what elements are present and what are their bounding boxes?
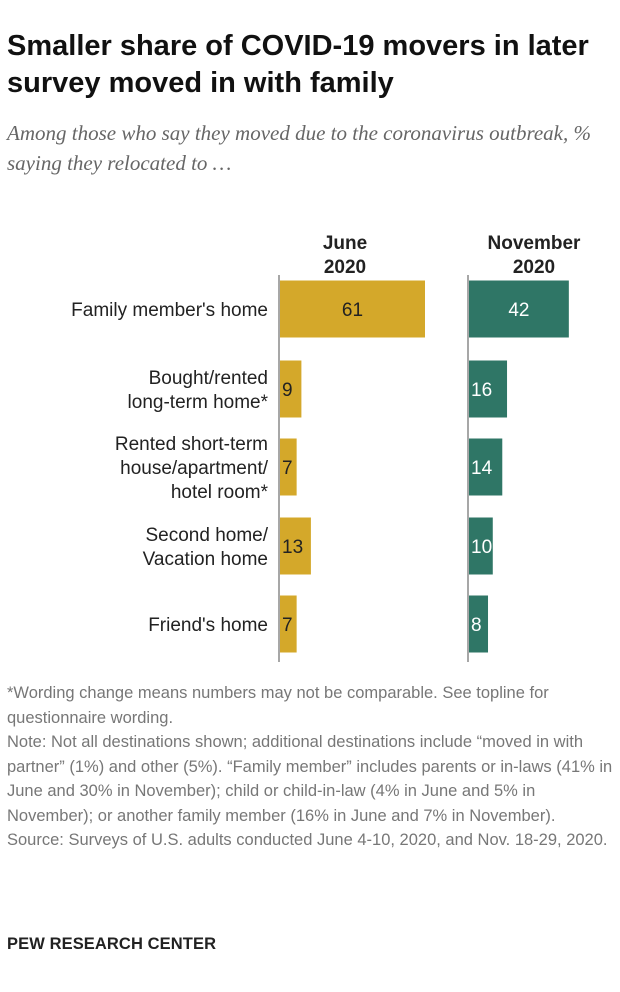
data-label-0-0: 61: [342, 300, 363, 321]
data-label-0-1: 9: [282, 380, 293, 401]
chart-notes: *Wording change means numbers may not be…: [7, 681, 613, 853]
bar-chart: June 2020 61 9 7 13 7 November 2020 42 16 14 10 8 Fami…: [71, 233, 582, 662]
note-text: Note: Not all destinations shown; additi…: [7, 733, 613, 825]
series-header-0: June 2020: [323, 233, 367, 278]
category-label-1: Bought/rented long-term home*: [128, 368, 269, 413]
data-label-1-3: 10: [471, 537, 492, 558]
bar-0-1: [280, 360, 302, 418]
data-label-1-4: 8: [471, 615, 482, 636]
data-label-1-1: 16: [471, 380, 492, 401]
bar-1-0: [469, 280, 569, 338]
data-label-0-4: 7: [282, 615, 293, 636]
brand-logo-text: PEW RESEARCH CENTER: [7, 935, 217, 953]
data-label-1-0: 42: [508, 300, 529, 321]
bar-0-4: [280, 595, 297, 653]
chart-title: Smaller share of COVID-19 movers in late…: [7, 30, 589, 99]
chart-subtitle: Among those who say they moved due to th…: [7, 121, 591, 175]
wording-footnote: *Wording change means numbers may not be…: [7, 684, 549, 727]
bar-0-2: [280, 438, 297, 496]
category-label-0: Family member's home: [71, 300, 268, 321]
bar-1-1: [469, 360, 508, 418]
bar-1-3: [469, 517, 493, 575]
data-label-0-3: 13: [282, 537, 303, 558]
category-label-2: Rented short-term house/apartment/hotel r…: [115, 434, 269, 503]
bar-0-0: [280, 280, 425, 338]
category-label-3: Second home/Vacation home: [143, 525, 269, 570]
data-label-0-2: 7: [282, 458, 293, 479]
data-label-1-2: 14: [471, 458, 493, 479]
bar-1-2: [469, 438, 503, 496]
bar-1-4: [469, 595, 489, 653]
bar-0-3: [280, 517, 311, 575]
source-text: Source: Surveys of U.S. adults conducted…: [7, 831, 608, 849]
category-label-4: Friend's home: [148, 615, 268, 636]
series-header-1: November 2020: [488, 233, 582, 278]
